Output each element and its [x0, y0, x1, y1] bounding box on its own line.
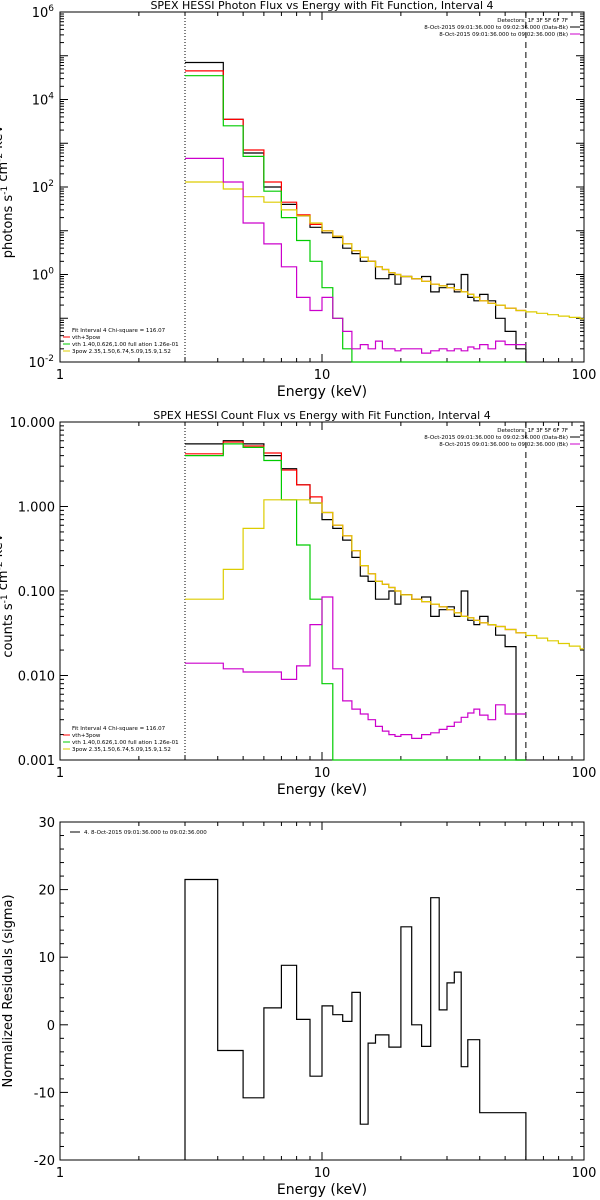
- series-line-3pow: [185, 181, 584, 320]
- series-line-vth-3pow: [185, 70, 526, 312]
- y-tick-label: -10: [34, 1086, 55, 1101]
- y-tick-label: 0.001: [18, 754, 55, 769]
- legend-entry-text: vth+3pow: [72, 733, 101, 739]
- series-line-3pow: [185, 499, 584, 650]
- y-tick-label: 10: [38, 951, 55, 966]
- series-line-bk: [185, 157, 526, 354]
- x-tick-label: 10: [314, 1166, 331, 1181]
- x-tick-label: 10: [314, 766, 331, 781]
- y-tick-label: -20: [34, 1154, 55, 1169]
- legend-entry-text: 8-Oct-2015 09:01:36.000 to 09:02:36.000 …: [439, 442, 568, 448]
- y-axis-label: photons s-1 cm-2 keV-1: [0, 116, 16, 258]
- chart-panel-1: SPEX HESSI Photon Flux vs Energy with Fi…: [0, 0, 596, 400]
- y-axis-label: counts s-1 cm-2 keV-1: [0, 524, 16, 657]
- series-line-bk: [185, 596, 526, 739]
- y-axis-label: Normalized Residuals (sigma): [1, 894, 16, 1087]
- legend-entry-text: 8-Oct-2015 09:01:36.000 to 09:02:36.000 …: [424, 25, 568, 31]
- y-tick-label: 10.000: [10, 416, 56, 431]
- series-line-vth: [185, 75, 526, 363]
- legend-entry-text: Fit Interval 4 Chi-square = 116.07: [72, 328, 166, 334]
- series-line-vth: [185, 443, 526, 761]
- y-tick-label: 1.000: [18, 501, 55, 516]
- y-tick-label: 0: [47, 1019, 55, 1034]
- y-tick-label: 100: [32, 267, 55, 284]
- x-tick-label: 1: [56, 368, 64, 383]
- legend-entry-text: 8-Oct-2015 09:01:36.000 to 09:02:36.000 …: [424, 435, 568, 441]
- y-tick-label: 0.100: [18, 585, 55, 600]
- chart-panel-3: 1 10 100 Energy (keV) -20 -10 0 10 20 30 Normalize…: [1, 816, 596, 1198]
- legend-entry-text: 3pow 2.35,1.50,6.74,5.09,15.9,1.52: [72, 349, 171, 355]
- y-tick-label: 102: [32, 179, 54, 196]
- y-tick-label: 20: [38, 884, 55, 899]
- x-tick-label: 10: [314, 368, 331, 383]
- x-tick-label: 100: [572, 368, 597, 383]
- series-line-vth-3pow: [185, 441, 526, 634]
- legend-entry-text: 8-Oct-2015 09:01:36.000 to 09:02:36.000 …: [439, 32, 568, 38]
- x-axis-label: Energy (keV): [277, 1182, 367, 1198]
- chart-panel-2: SPEX HESSI Count Flux vs Energy with Fit…: [0, 409, 596, 798]
- legend-entry-text: 3pow 2.35,1.50,6.74,5.09,15.9,1.52: [72, 747, 171, 753]
- y-tick-label: 10-2: [28, 354, 54, 371]
- legend-entry-text: Fit Interval 4 Chi-square = 116.07: [72, 726, 166, 732]
- x-tick-label: 100: [572, 1166, 597, 1181]
- series-line-data-bk: [185, 61, 527, 362]
- y-tick-label: 106: [32, 4, 55, 21]
- chart-title: SPEX HESSI Count Flux vs Energy with Fit…: [153, 409, 490, 422]
- legend-entry-text: Detectors: 1F 3F 5F 6F 7F: [497, 18, 568, 24]
- x-tick-label: 100: [572, 766, 597, 781]
- legend-entry-text: vth 1.40,0.626,1.00 full ation 1.26e-01: [72, 342, 179, 348]
- legend-entry-text: Detectors: 1F 3F 5F 6F 7F: [497, 428, 568, 434]
- legend-entry-text: 4. 8-Oct-2015 09:01:36.000 to 09:02:36.0…: [84, 830, 207, 836]
- y-tick-label: 30: [38, 816, 55, 831]
- x-axis-label: Energy (keV): [277, 782, 367, 798]
- legend-entry-text: vth+3pow: [72, 335, 101, 341]
- y-tick-label: 104: [32, 92, 55, 109]
- series-line-data-bk: [185, 440, 526, 761]
- chart-title: SPEX HESSI Photon Flux vs Energy with Fi…: [150, 0, 493, 12]
- series-line-residuals: [184, 878, 527, 1160]
- x-tick-label: 1: [56, 766, 64, 781]
- y-tick-label: 0.010: [18, 670, 55, 685]
- legend-entry-text: vth 1.40,0.626,1.00 full ation 1.26e-01: [72, 740, 179, 746]
- plot-frame: [59, 821, 585, 1161]
- x-axis-label: Energy (keV): [277, 384, 367, 400]
- x-tick-label: 1: [56, 1166, 64, 1181]
